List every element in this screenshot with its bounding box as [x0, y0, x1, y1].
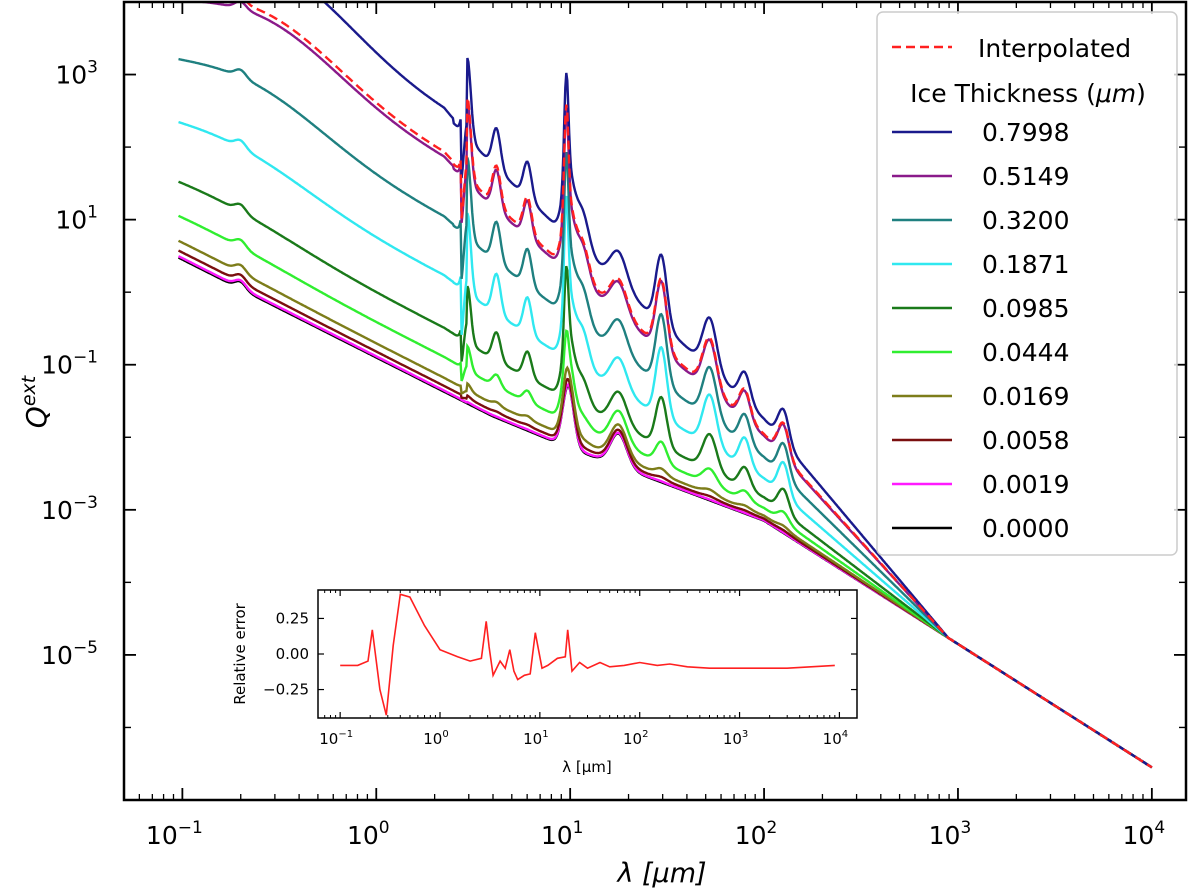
- legend-title-close: ): [1136, 79, 1146, 108]
- inset-axis-ticks: 10−1 100 101 102 103 104 0.25 0.00 −0.25: [263, 590, 857, 748]
- legend-label-0.0444: 0.0444: [982, 338, 1069, 367]
- inset-x-tick-label: 101: [523, 729, 548, 748]
- y-axis-label-sup: ext: [18, 374, 40, 406]
- inset-y-axis-label: Relative error: [231, 602, 249, 704]
- y-tick-label: 103: [55, 58, 98, 90]
- inset-background: [318, 590, 857, 718]
- legend-label-0.0985: 0.0985: [982, 294, 1069, 323]
- legend: Interpolated Ice Thickness (μm) 0.79980.…: [876, 11, 1178, 556]
- x-tick-label: 100: [347, 818, 390, 850]
- inset-x-tick-label: 104: [823, 729, 848, 748]
- legend-title-unit: μm: [1095, 79, 1136, 108]
- x-axis-label: λ [μm]: [615, 858, 706, 889]
- inset-x-tick-label: 10−1: [319, 729, 353, 748]
- legend-label-0.5149: 0.5149: [982, 162, 1069, 191]
- inset-x-tick-label: 100: [423, 729, 448, 748]
- y-tick-label: 10−5: [41, 638, 98, 670]
- axes-frame: [122, 0, 1188, 802]
- axis-ticks: 10−1 100 101 102 103 104 103 101 10−1 10−3 10−5: [41, 2, 1186, 850]
- inset-plot-area: [340, 593, 835, 716]
- legend-title-text: Ice Thickness (: [910, 79, 1096, 108]
- inset-x-axis-label: λ [μm]: [562, 758, 612, 776]
- svg-text:Qext: Qext: [18, 374, 53, 428]
- legend-title: Ice Thickness (μm): [910, 79, 1146, 108]
- interpolated-line: [245, 2, 1153, 769]
- legend-label-0.7998: 0.7998: [982, 118, 1069, 147]
- x-tick-label: 102: [735, 818, 778, 850]
- inset-y-tick-label: −0.25: [263, 681, 309, 699]
- inset-error-line: [340, 593, 835, 716]
- y-tick-label: 10−1: [41, 348, 98, 380]
- inset-x-tick-label: 103: [723, 729, 748, 748]
- inset-y-tick-label: 0.00: [276, 645, 309, 663]
- y-axis-label-base: Q: [20, 406, 53, 428]
- y-axis-label: Qext: [18, 374, 53, 428]
- legend-label-0.0019: 0.0019: [982, 470, 1069, 499]
- legend-label-0.0058: 0.0058: [982, 426, 1069, 455]
- y-tick-label: 10−3: [41, 493, 98, 525]
- x-tick-label: 103: [929, 818, 972, 850]
- legend-box: [876, 11, 1178, 556]
- legend-label-0.0169: 0.0169: [982, 382, 1069, 411]
- legend-interpolated-label: Interpolated: [978, 34, 1131, 63]
- inset-y-tick-label: 0.25: [276, 609, 309, 627]
- legend-label-0.3200: 0.3200: [982, 206, 1069, 235]
- legend-label-0.0000: 0.0000: [982, 514, 1069, 543]
- legend-label-0.1871: 0.1871: [982, 250, 1069, 279]
- inset-x-tick-label: 102: [623, 729, 648, 748]
- x-tick-label: 104: [1123, 818, 1166, 850]
- series-line-0.7998: [322, 2, 1153, 769]
- x-tick-label: 101: [541, 818, 584, 850]
- y-tick-label: 101: [55, 203, 98, 235]
- legend-items: 0.7998 0.5149 0.3200 0.1871 0.0985 0.0444 0.01…: [892, 118, 1069, 543]
- plot-area: [177, 2, 1153, 769]
- x-tick-label: 10−1: [146, 818, 203, 850]
